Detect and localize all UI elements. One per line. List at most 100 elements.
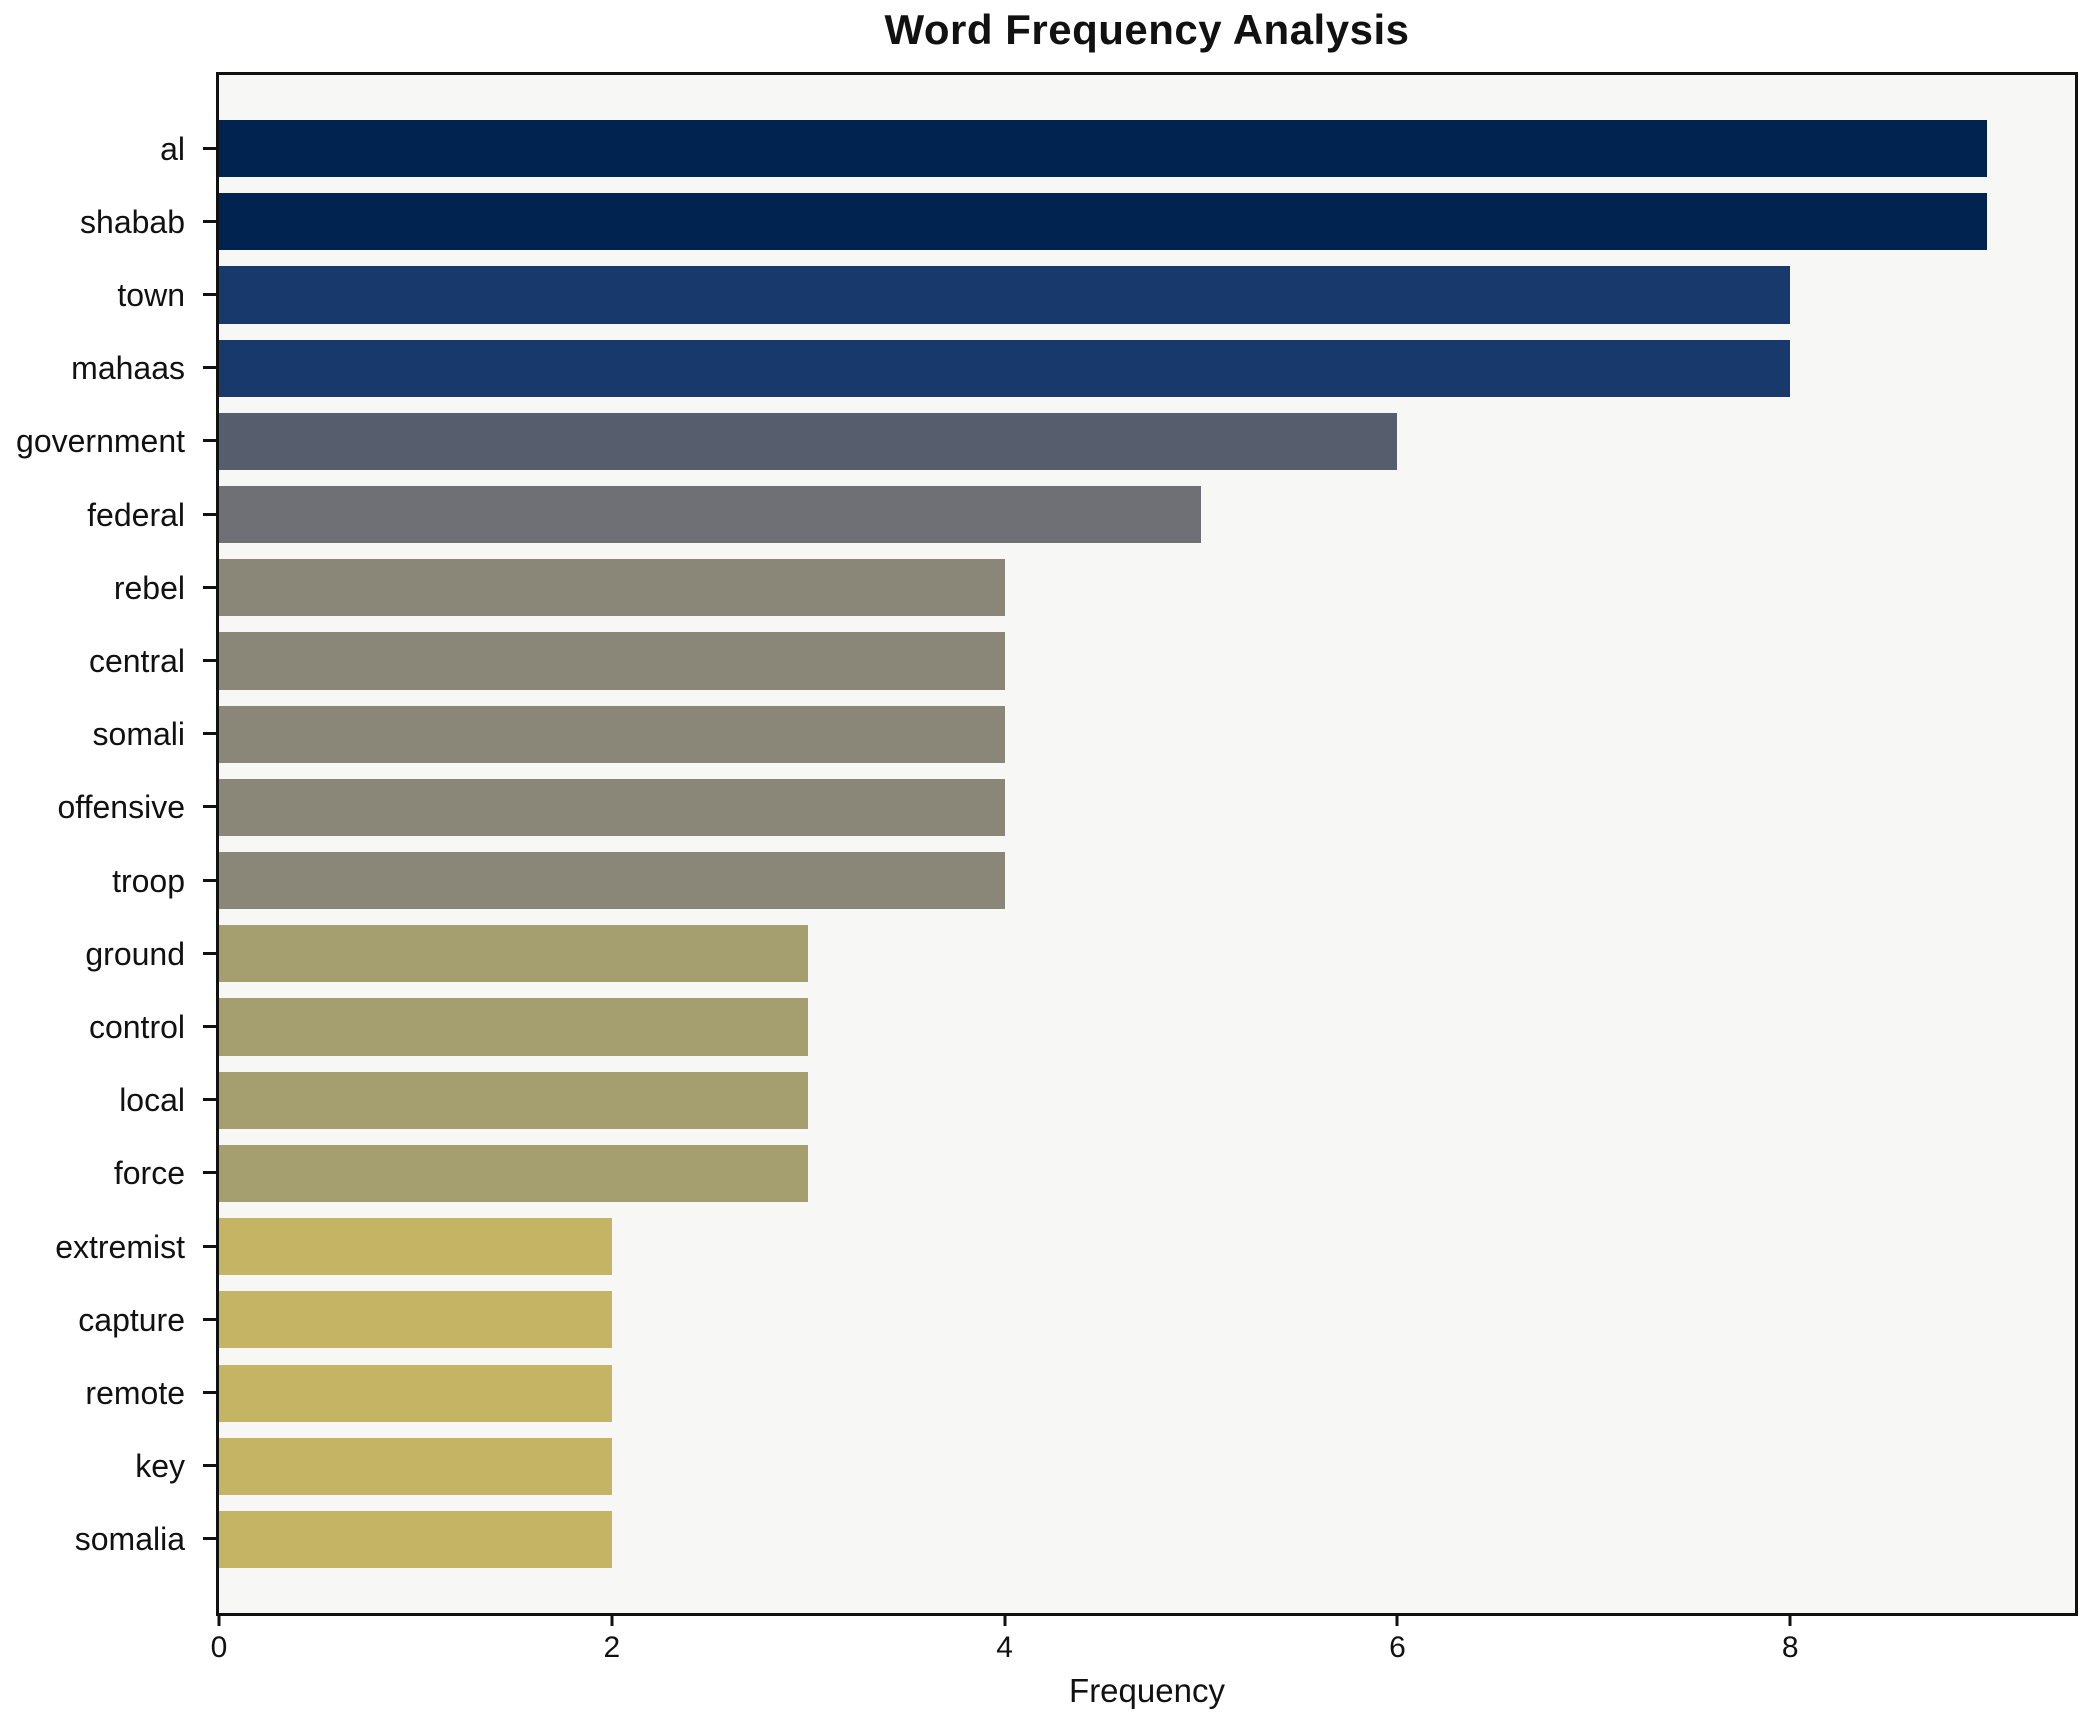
bar-row: town [0,258,2075,331]
y-tick-label: rebel [113,569,185,606]
bar-cell [219,185,2075,258]
y-tick-mark [203,878,216,882]
bar-row: central [0,624,2075,697]
x-tick-mark [1395,1613,1399,1626]
y-tick-label: central [88,643,185,680]
y-label-cell: mahaas [0,332,219,405]
bar-cell [219,405,2075,478]
y-label-cell: troop [0,844,219,917]
bar [219,1437,612,1495]
y-tick-mark [203,732,216,736]
y-label-cell: somalia [0,1503,219,1576]
y-tick-label: troop [112,862,185,899]
bar-cell [219,332,2075,405]
bar-row: ground [0,917,2075,990]
y-label-cell: rebel [0,551,219,624]
bar-row: rebel [0,551,2075,624]
bar-cell [219,1430,2075,1503]
y-label-cell: ground [0,917,219,990]
y-tick-mark [203,1537,216,1541]
bar-row: al [0,112,2075,185]
bar [219,925,809,983]
bar-cell [219,624,2075,697]
bar-cell [219,844,2075,917]
bar-cell [219,551,2075,624]
bar [219,486,1201,544]
y-tick-mark [203,585,216,589]
bar [219,559,1005,617]
bar-cell [219,1210,2075,1283]
y-tick-mark [203,146,216,150]
bar [219,339,1791,397]
chart-title: Word Frequency Analysis [884,6,1410,53]
x-tick-label: 8 [1781,1631,1799,1664]
y-label-cell: force [0,1137,219,1210]
bar-cell [219,1283,2075,1356]
bar [219,1218,612,1276]
bar [219,1291,612,1349]
y-tick-label: somalia [74,1521,185,1558]
y-tick-label: somali [92,716,185,753]
y-tick-label: mahaas [71,350,185,387]
bar-cell [219,1503,2075,1576]
x-tick-label: 0 [210,1631,228,1664]
y-tick-mark [203,439,216,443]
plot-area [216,72,2078,1616]
bar-cell [219,917,2075,990]
bar [219,120,1987,178]
y-label-cell: extremist [0,1210,219,1283]
bar-cell [219,478,2075,551]
bar-cell [219,1356,2075,1429]
y-label-cell: central [0,624,219,697]
y-label-cell: offensive [0,771,219,844]
bar-cell [219,698,2075,771]
bar [219,1510,612,1568]
bar [219,266,1791,324]
bar-row: shabab [0,185,2075,258]
bar-row: local [0,1064,2075,1137]
y-tick-label: key [135,1448,185,1485]
y-tick-label: force [113,1155,185,1192]
bar-row: extremist [0,1210,2075,1283]
bar-row: federal [0,478,2075,551]
y-tick-mark [203,512,216,516]
y-label-cell: capture [0,1283,219,1356]
y-label-cell: government [0,405,219,478]
bar [219,412,1398,470]
x-tick-mark [217,1613,221,1626]
x-axis: 0 2 4 6 8 [211,1613,2075,1693]
y-tick-label: extremist [55,1228,185,1265]
y-tick-label: control [88,1009,185,1046]
y-tick-label: government [16,423,185,460]
bar-row: key [0,1430,2075,1503]
bar-row: force [0,1137,2075,1210]
y-tick-mark [203,805,216,809]
y-tick-label: ground [85,935,185,972]
y-tick-mark [203,1317,216,1321]
bar-row: mahaas [0,332,2075,405]
y-tick-mark [203,1464,216,1468]
bar-cell [219,112,2075,185]
bar-cell [219,1137,2075,1210]
bar [219,632,1005,690]
bar-row: somali [0,698,2075,771]
y-tick-mark [203,1171,216,1175]
bar-row: capture [0,1283,2075,1356]
x-tick-label: 4 [996,1631,1013,1664]
bar-row: remote [0,1356,2075,1429]
y-tick-mark [203,1098,216,1102]
x-tick-mark [610,1613,614,1626]
bar-cell [219,258,2075,331]
x-tick-mark [1788,1613,1792,1626]
y-tick-label: al [160,130,185,167]
bar-cell [219,990,2075,1063]
bar-cell [219,771,2075,844]
x-tick-label: 6 [1389,1631,1406,1664]
y-tick-mark [203,951,216,955]
x-tick-label: 2 [603,1631,621,1664]
bar-row: government [0,405,2075,478]
y-label-cell: control [0,990,219,1063]
y-tick-label: federal [87,496,185,533]
y-label-cell: al [0,112,219,185]
bar-cell [219,1064,2075,1137]
